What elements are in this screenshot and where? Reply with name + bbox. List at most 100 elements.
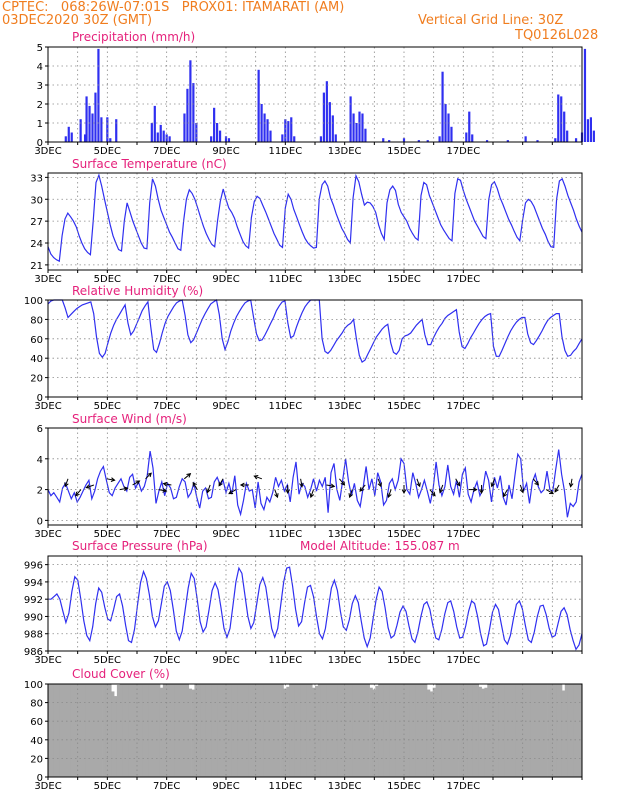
cloud-bar xyxy=(208,684,213,777)
y-tick-label: 1 xyxy=(37,119,43,130)
precip-bar xyxy=(352,113,355,142)
cloud-bar xyxy=(48,684,52,777)
cloud-bar xyxy=(59,684,63,777)
cloud-bar xyxy=(260,684,264,777)
cloud-bar xyxy=(556,684,560,777)
cloud-bar xyxy=(217,684,221,777)
cloud-bar xyxy=(159,687,164,777)
cloud-bar xyxy=(246,684,250,777)
cloud-bar xyxy=(337,684,342,777)
cloud-bar xyxy=(248,684,253,777)
cloud-bar xyxy=(475,684,480,777)
cloud-bar xyxy=(134,684,138,777)
cloud-bar xyxy=(306,684,310,777)
wind-arrow xyxy=(228,489,237,495)
cloud-bar xyxy=(412,684,416,777)
x-tick-label: 9DEC xyxy=(212,274,239,285)
cloud-bar xyxy=(567,684,571,777)
x-tick-label: 17DEC xyxy=(446,529,480,540)
cloud-bar xyxy=(447,684,451,777)
cloud-bar xyxy=(392,684,396,777)
wind-arrow-head xyxy=(502,492,508,498)
wind-arrow xyxy=(274,489,278,498)
x-tick-label: 15DEC xyxy=(387,401,421,412)
cloud-bar xyxy=(122,684,126,777)
x-tick-label: 9DEC xyxy=(212,146,239,157)
precip-bar xyxy=(260,104,263,142)
x-tick-label: 7DEC xyxy=(153,655,180,666)
cloud-bar xyxy=(289,684,293,777)
panel-title: Cloud Cover (%) xyxy=(72,667,170,681)
cloud-bar xyxy=(481,688,485,777)
cloud-bar xyxy=(154,684,158,777)
x-tick-label: 7DEC xyxy=(153,274,180,285)
precip-bar xyxy=(334,134,337,142)
cloud-bar xyxy=(205,684,210,777)
cloud-bar xyxy=(85,684,89,777)
panel-title: Surface Temperature (nC) xyxy=(72,157,227,171)
cloud-bar xyxy=(223,684,227,777)
cloud-bar xyxy=(418,684,422,777)
panel-1: 0 1 2 3 4 5 3DEC 5DEC 7DEC 9DEC 11DEC 13DEC 15DEC 17D… xyxy=(34,30,595,157)
panel-4: 0 2 4 6 3DEC 5DEC 7DEC 9DEC 11DEC 13DEC 15DEC 17DEC… xyxy=(34,412,583,540)
wind-arrow xyxy=(326,484,335,487)
cloud-bar xyxy=(73,684,78,777)
cloud-bar xyxy=(429,691,434,777)
wind-arrow-head xyxy=(110,477,116,482)
wind-arrow xyxy=(163,483,172,486)
wind-arrow xyxy=(206,484,211,493)
cloud-bar xyxy=(464,684,468,777)
cloud-bar xyxy=(435,684,439,777)
cloud-bar xyxy=(157,684,161,777)
cloud-bar xyxy=(395,684,399,777)
cloud-bar xyxy=(389,684,393,777)
wind-arrow-head xyxy=(340,480,346,486)
y-tick-label: 2 xyxy=(37,100,43,111)
cloud-bar xyxy=(332,684,336,777)
cloud-bar xyxy=(510,684,514,777)
y-tick-label: 4 xyxy=(37,62,43,73)
precip-bar xyxy=(192,83,195,142)
precip-bar xyxy=(328,102,331,142)
cloud-bar xyxy=(203,684,207,777)
cloud-bar xyxy=(533,684,537,777)
precip-bar xyxy=(269,130,272,142)
cloud-bar xyxy=(320,684,325,777)
cloud-bar xyxy=(116,684,121,777)
precip-bar xyxy=(227,138,231,142)
cloud-bar xyxy=(426,689,431,777)
cloud-bar xyxy=(315,685,319,777)
wind-arrow xyxy=(377,478,382,487)
cloud-bar xyxy=(504,684,508,777)
wind-arrow xyxy=(502,489,508,497)
precip-bar xyxy=(88,105,91,142)
cloud-bar xyxy=(329,684,333,777)
precip-bar xyxy=(115,119,118,142)
y-tick-label: 986 xyxy=(24,647,43,658)
cloud-bar xyxy=(360,684,365,777)
cloud-bar xyxy=(93,684,98,777)
cloud-bar xyxy=(139,684,144,777)
x-tick-label: 3DEC xyxy=(34,781,61,792)
wind-arrow xyxy=(545,489,554,495)
x-tick-label: 17DEC xyxy=(446,401,480,412)
model-altitude: Model Altitude: 155.087 m xyxy=(300,539,460,553)
series-line xyxy=(47,449,583,518)
cloud-bar xyxy=(358,684,362,777)
x-tick-label: 13DEC xyxy=(328,655,362,666)
cloud-bar xyxy=(211,684,215,777)
wind-arrow-head xyxy=(239,482,245,488)
precip-bar xyxy=(218,130,222,142)
panel-title: Relative Humidity (%) xyxy=(72,284,203,298)
x-tick-label: 3DEC xyxy=(34,655,61,666)
cloud-bar xyxy=(234,684,238,777)
precip-bar xyxy=(281,134,284,142)
x-tick-label: 15DEC xyxy=(387,781,421,792)
cloud-bar xyxy=(257,684,261,777)
wind-arrow-head xyxy=(438,488,444,494)
cloud-bar xyxy=(148,684,152,777)
wind-arrow xyxy=(64,478,69,487)
wind-arrow xyxy=(429,489,436,497)
cloud-bar xyxy=(237,684,241,777)
cloud-bar xyxy=(398,684,402,777)
